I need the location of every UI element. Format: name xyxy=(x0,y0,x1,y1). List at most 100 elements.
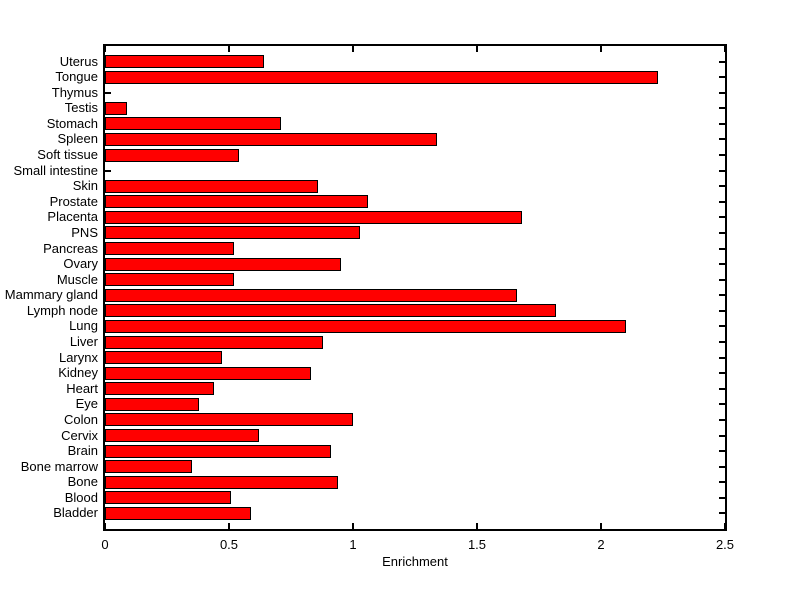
category-label: Skin xyxy=(72,178,98,194)
y-tick-right xyxy=(719,418,725,421)
bar xyxy=(105,55,264,69)
category-label: Thymus xyxy=(51,84,98,100)
category-label: Eye xyxy=(75,396,98,412)
category-label: Pancreas xyxy=(43,240,98,256)
y-tick-right xyxy=(719,496,725,499)
x-tick-bottom xyxy=(228,523,230,529)
y-tick-right xyxy=(719,450,725,453)
category-label: Blood xyxy=(64,489,98,505)
bar xyxy=(105,444,331,458)
bar xyxy=(105,132,438,146)
category-label: Lymph node xyxy=(26,302,98,318)
bar xyxy=(105,226,361,240)
y-tick-right xyxy=(719,434,725,437)
plot-area xyxy=(103,44,727,531)
y-tick-right xyxy=(719,138,725,141)
category-label: Cervix xyxy=(61,427,98,443)
y-tick-right xyxy=(719,185,725,188)
bar xyxy=(105,397,200,411)
y-tick-right xyxy=(719,512,725,515)
category-label: Heart xyxy=(66,380,98,396)
x-tick-top xyxy=(600,46,602,52)
y-tick-right xyxy=(719,169,725,172)
y-tick-right xyxy=(719,372,725,375)
bar xyxy=(105,210,522,224)
x-tick-label: 0.5 xyxy=(219,537,239,552)
bar xyxy=(105,429,259,443)
category-label: Bone xyxy=(67,474,98,490)
y-tick-right xyxy=(719,481,725,484)
category-label: Kidney xyxy=(58,365,98,381)
bar xyxy=(105,491,232,505)
x-tick-label: 2.5 xyxy=(715,537,735,552)
category-label: Muscle xyxy=(56,271,98,287)
category-label: Colon xyxy=(64,411,98,427)
y-tick-right xyxy=(719,309,725,312)
y-tick-right xyxy=(719,356,725,359)
bar xyxy=(105,366,311,380)
category-label: Soft tissue xyxy=(37,147,98,163)
y-tick-right xyxy=(719,278,725,281)
y-tick-right xyxy=(719,465,725,468)
y-tick-right xyxy=(719,122,725,125)
category-label: Ovary xyxy=(63,256,98,272)
x-tick-label: 0 xyxy=(101,537,109,552)
bar xyxy=(105,179,319,193)
bar xyxy=(105,195,368,209)
y-tick-right xyxy=(719,200,725,203)
y-tick-right xyxy=(719,154,725,157)
y-tick-right xyxy=(719,341,725,344)
category-label: Stomach xyxy=(46,115,98,131)
x-tick-bottom xyxy=(352,523,354,529)
x-tick-bottom xyxy=(104,523,106,529)
y-tick-right xyxy=(719,325,725,328)
bar xyxy=(105,460,192,474)
bar xyxy=(105,304,557,318)
bar xyxy=(105,273,234,287)
y-tick-right xyxy=(719,403,725,406)
category-label: Larynx xyxy=(58,349,98,365)
y-tick-right xyxy=(719,76,725,79)
y-tick-right xyxy=(719,231,725,234)
category-label: Mammary gland xyxy=(4,287,98,303)
category-label: Bone marrow xyxy=(20,458,98,474)
y-tick-right xyxy=(719,247,725,250)
category-label: Brain xyxy=(67,443,98,459)
x-tick-bottom xyxy=(476,523,478,529)
y-tick-right xyxy=(719,263,725,266)
bar xyxy=(105,288,517,302)
category-label: Testis xyxy=(64,100,98,116)
bar xyxy=(105,506,252,520)
x-tick-label: 1 xyxy=(349,537,357,552)
category-label: Lung xyxy=(69,318,98,334)
y-tick-right xyxy=(719,294,725,297)
y-tick-right xyxy=(719,387,725,390)
category-label: Bladder xyxy=(53,505,98,521)
y-tick-left xyxy=(105,91,111,94)
y-tick-right xyxy=(719,60,725,63)
category-label: PNS xyxy=(71,224,98,240)
y-tick-right xyxy=(719,107,725,110)
bar xyxy=(105,148,239,162)
y-tick-right xyxy=(719,216,725,219)
bar xyxy=(105,117,282,131)
x-tick-bottom xyxy=(600,523,602,529)
category-label: Spleen xyxy=(57,131,98,147)
x-tick-bottom xyxy=(724,523,726,529)
bar xyxy=(105,242,234,256)
category-label: Liver xyxy=(69,334,98,350)
bar xyxy=(105,475,339,489)
x-tick-top xyxy=(476,46,478,52)
x-tick-top xyxy=(104,46,106,52)
x-tick-top xyxy=(228,46,230,52)
bar xyxy=(105,70,659,84)
bar xyxy=(105,101,128,115)
category-label: Prostate xyxy=(49,193,98,209)
x-tick-label: 1.5 xyxy=(467,537,487,552)
bar xyxy=(105,382,215,396)
category-label: Placenta xyxy=(47,209,98,225)
bar xyxy=(105,257,341,271)
category-label: Small intestine xyxy=(13,162,98,178)
x-tick-top xyxy=(724,46,726,52)
